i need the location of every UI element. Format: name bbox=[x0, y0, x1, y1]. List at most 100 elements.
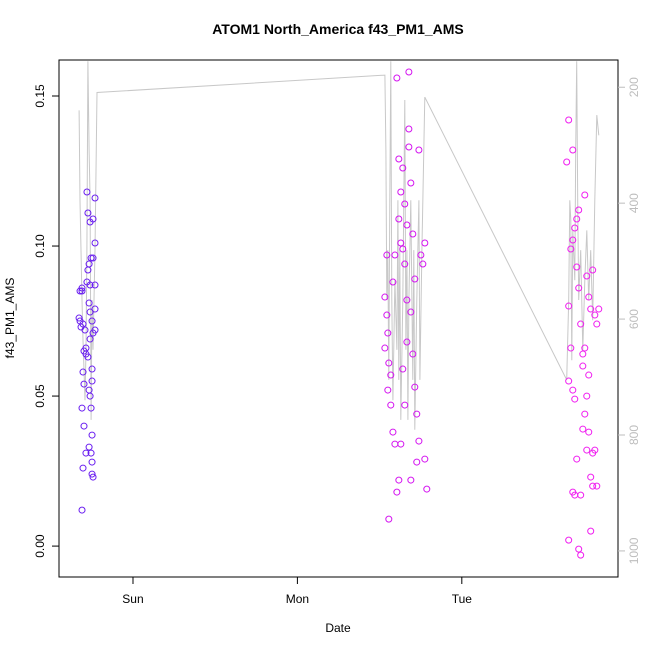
data-point bbox=[585, 293, 593, 301]
data-point bbox=[80, 422, 88, 430]
data-point bbox=[91, 239, 99, 247]
data-point bbox=[395, 215, 403, 223]
data-point bbox=[569, 236, 577, 244]
data-point bbox=[88, 431, 96, 439]
data-point bbox=[413, 410, 421, 418]
plot-frame bbox=[58, 59, 619, 578]
data-point bbox=[89, 254, 97, 262]
data-point bbox=[403, 296, 411, 304]
data-point bbox=[591, 311, 599, 319]
data-point bbox=[91, 326, 99, 334]
x-axis-label: Date bbox=[325, 621, 351, 635]
data-point bbox=[86, 335, 94, 343]
data-point bbox=[82, 344, 90, 352]
x-tick-label: Tue bbox=[452, 592, 473, 606]
data-point bbox=[399, 245, 407, 253]
data-point bbox=[573, 455, 581, 463]
data-point bbox=[577, 320, 585, 328]
data-point bbox=[387, 401, 395, 409]
data-point bbox=[575, 284, 583, 292]
data-point bbox=[88, 470, 96, 478]
data-point bbox=[385, 359, 393, 367]
data-point bbox=[567, 344, 575, 352]
data-point bbox=[579, 350, 587, 358]
data-point bbox=[587, 473, 595, 481]
data-point bbox=[91, 281, 99, 289]
data-point bbox=[419, 260, 427, 268]
data-point bbox=[405, 143, 413, 151]
data-point bbox=[581, 344, 589, 352]
data-point bbox=[89, 215, 97, 223]
data-point bbox=[579, 425, 587, 433]
y-tick-label: 0.15 bbox=[33, 84, 47, 108]
data-point bbox=[573, 215, 581, 223]
data-point bbox=[397, 440, 405, 448]
data-point bbox=[583, 392, 591, 400]
data-point bbox=[575, 206, 583, 214]
data-point bbox=[86, 308, 94, 316]
data-point bbox=[395, 155, 403, 163]
data-point bbox=[589, 266, 597, 274]
data-point bbox=[587, 305, 595, 313]
data-point bbox=[395, 476, 403, 484]
line-series bbox=[78, 61, 600, 430]
data-point bbox=[563, 158, 571, 166]
data-point bbox=[581, 410, 589, 418]
data-point bbox=[389, 428, 397, 436]
y-tick-label: 0.00 bbox=[33, 534, 47, 558]
data-point bbox=[409, 230, 417, 238]
data-point bbox=[83, 188, 91, 196]
y2-tick-label: 400 bbox=[627, 193, 641, 213]
data-point bbox=[577, 491, 585, 499]
data-point bbox=[405, 68, 413, 76]
data-point bbox=[405, 125, 413, 133]
data-point bbox=[403, 338, 411, 346]
data-point bbox=[583, 272, 591, 280]
data-point bbox=[89, 473, 97, 481]
data-point bbox=[87, 254, 95, 262]
data-point bbox=[88, 377, 96, 385]
data-point bbox=[569, 146, 577, 154]
data-point bbox=[91, 305, 99, 313]
data-point bbox=[411, 383, 419, 391]
data-point bbox=[565, 377, 573, 385]
data-point bbox=[411, 275, 419, 283]
data-point bbox=[399, 365, 407, 373]
y2-tick-label: 600 bbox=[627, 309, 641, 329]
data-point bbox=[587, 527, 595, 535]
data-point bbox=[78, 506, 86, 514]
data-point bbox=[575, 545, 583, 553]
data-point bbox=[391, 440, 399, 448]
data-point bbox=[397, 188, 405, 196]
data-point bbox=[595, 305, 603, 313]
data-point bbox=[87, 449, 95, 457]
data-point bbox=[82, 449, 90, 457]
data-point bbox=[399, 164, 407, 172]
data-point bbox=[415, 437, 423, 445]
data-point bbox=[407, 476, 415, 484]
data-point bbox=[88, 317, 96, 325]
data-point bbox=[409, 350, 417, 358]
data-point bbox=[407, 179, 415, 187]
data-point bbox=[421, 455, 429, 463]
data-point bbox=[88, 458, 96, 466]
data-point bbox=[581, 191, 589, 199]
data-point bbox=[401, 260, 409, 268]
data-point bbox=[585, 371, 593, 379]
data-point bbox=[571, 224, 579, 232]
data-point bbox=[589, 482, 597, 490]
chart-title: ATOM1 North_America f43_PM1_AMS bbox=[212, 21, 464, 37]
data-point bbox=[383, 311, 391, 319]
data-point bbox=[401, 401, 409, 409]
data-point bbox=[85, 299, 93, 307]
data-point bbox=[397, 239, 405, 247]
data-point bbox=[78, 404, 86, 412]
y2-tick-label: 200 bbox=[627, 77, 641, 97]
data-point bbox=[75, 314, 83, 322]
data-point bbox=[585, 428, 593, 436]
data-point bbox=[85, 443, 93, 451]
data-point bbox=[413, 458, 421, 466]
data-point bbox=[385, 515, 393, 523]
data-point bbox=[593, 482, 601, 490]
